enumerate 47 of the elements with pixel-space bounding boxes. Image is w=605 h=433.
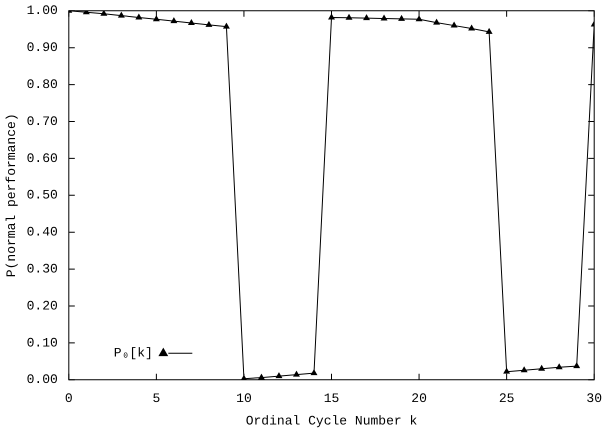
y-tick-label: 0.80 (26, 77, 58, 92)
point (398, 14, 406, 21)
x-tick-label: 5 (152, 391, 160, 406)
y-tick-label: 0.70 (26, 114, 58, 129)
point (276, 372, 282, 378)
point (135, 13, 142, 20)
x-tick-label: 25 (498, 391, 514, 406)
legend-label: P₀[k] (114, 346, 153, 361)
point (538, 364, 546, 371)
point (450, 22, 458, 28)
point (520, 366, 528, 372)
y-tick-label: 0.90 (26, 40, 58, 56)
point (363, 14, 370, 20)
point (152, 15, 160, 22)
point (416, 15, 423, 22)
y-tick-label: 1.00 (26, 3, 58, 18)
point (188, 18, 195, 25)
y-tick-label: 0.30 (26, 262, 58, 277)
x-tick-label: 15 (324, 391, 340, 406)
x-tick-label: 20 (411, 391, 427, 406)
y-tick-label: 0.40 (26, 224, 58, 240)
point (433, 18, 440, 25)
point (205, 20, 212, 27)
point (346, 14, 352, 20)
y-tick-label: 0.20 (26, 298, 58, 314)
point (258, 374, 265, 380)
point (100, 10, 108, 16)
point (380, 14, 388, 21)
point (556, 363, 563, 370)
point (503, 368, 510, 374)
y-tick-label: 0.60 (26, 150, 58, 166)
point (293, 370, 300, 377)
point (222, 22, 230, 29)
y-axis-title: P(normal performance) (4, 113, 20, 278)
x-axis-title: Ordinal Cycle Number k (246, 414, 418, 429)
x-tick-label: 30 (586, 391, 602, 406)
y-tick-label: 0.50 (26, 188, 58, 203)
point (486, 28, 493, 34)
x-tick-label: 10 (236, 391, 252, 406)
x-tick-label: 0 (64, 391, 73, 406)
y-tick-label: 0.10 (26, 335, 58, 350)
point (118, 12, 125, 18)
point (170, 17, 178, 24)
point (310, 369, 318, 376)
point (573, 362, 580, 368)
point (468, 24, 476, 31)
y-tick-label: 0.00 (26, 372, 58, 388)
